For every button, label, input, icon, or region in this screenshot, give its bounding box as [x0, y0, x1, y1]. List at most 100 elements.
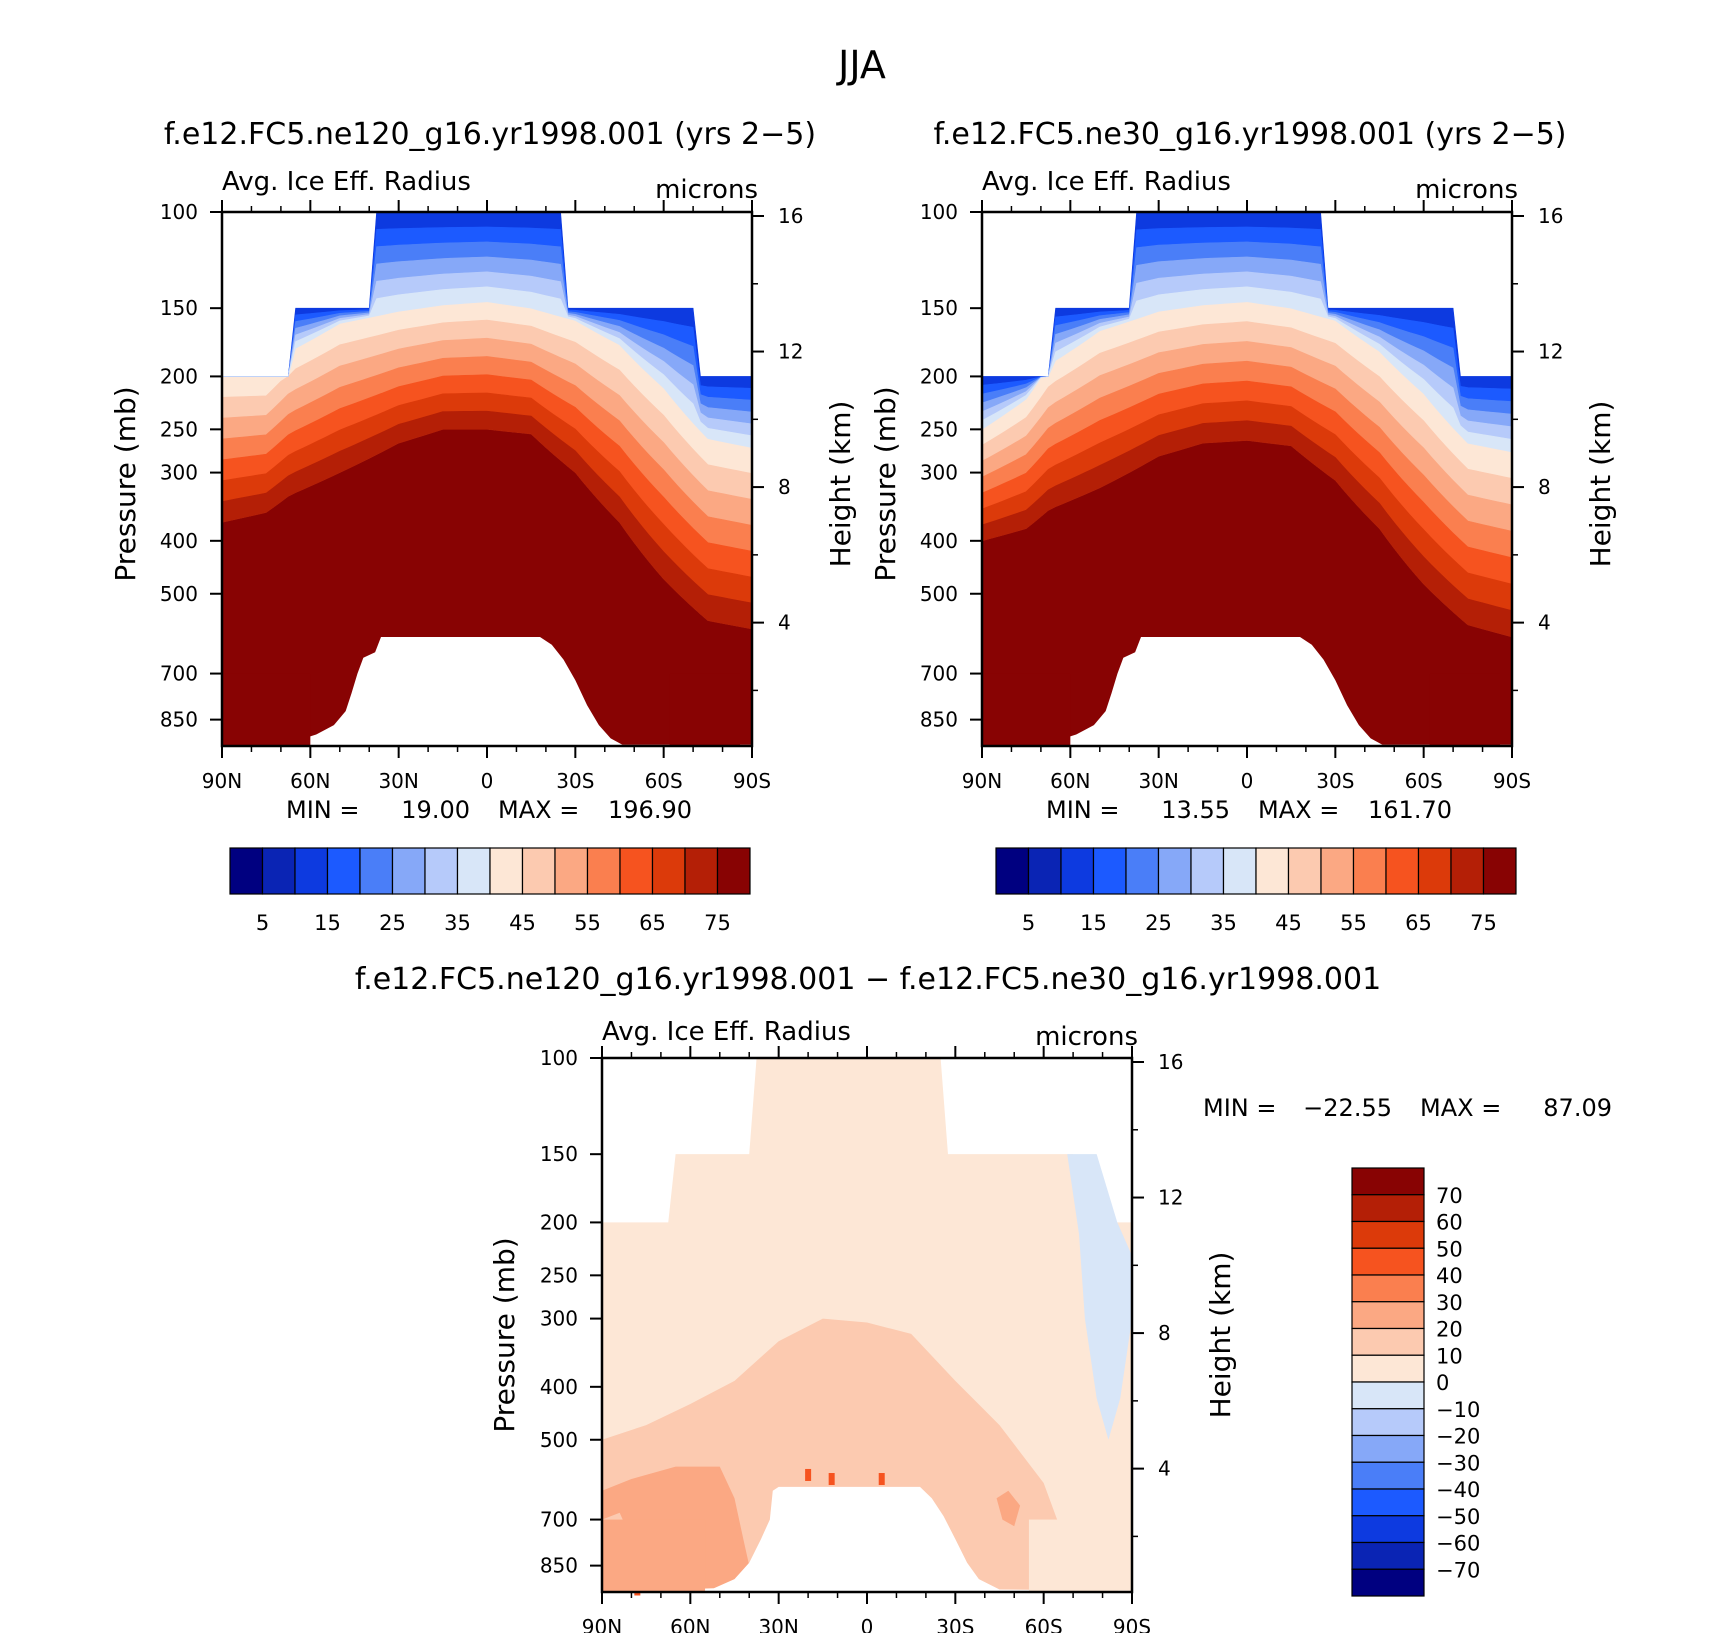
panel-diff-ylabel: Pressure (mb) [488, 1237, 521, 1432]
y-tick-label: 700 [920, 662, 958, 686]
page-title: JJA [836, 43, 886, 87]
x-tick-label: 30N [1138, 769, 1178, 793]
colorbar-box [1351, 1327, 1425, 1356]
colorbar-label: 75 [704, 911, 731, 935]
x-tick-label: 30S [1316, 769, 1354, 793]
y-tick-label: 100 [160, 200, 198, 224]
x-tick-label: 30N [758, 1615, 798, 1633]
y-tick-label: 200 [160, 364, 198, 388]
panel-diff-variable: Avg. Ice Eff. Radius [602, 1017, 851, 1047]
panel-left-min-label: MIN = [286, 796, 359, 824]
colorbar-label: 15 [314, 911, 341, 935]
panel-right-colorbar: 5 15 25 35 45 55 65 75 [995, 847, 1517, 935]
panel-left-min-value: 19.00 [401, 796, 470, 824]
colorbar-label: 40 [1436, 1264, 1463, 1288]
colorbar-box [1027, 847, 1062, 895]
contour-band-max [222, 673, 311, 746]
colorbar-box [359, 847, 394, 895]
y-tick-label: 250 [920, 417, 958, 441]
colorbar-label: −30 [1436, 1451, 1480, 1475]
colorbar-box [1482, 847, 1517, 895]
colorbar-box [1351, 1167, 1425, 1196]
y2-tick-label: 12 [1538, 340, 1563, 364]
colorbar-box [424, 847, 459, 895]
y-tick-label: 700 [540, 1508, 578, 1532]
x-tick-label: 60N [670, 1615, 710, 1633]
panel-left-max-label: MAX = [498, 796, 579, 824]
colorbar-label: 20 [1436, 1318, 1463, 1342]
panel-right-max-value: 161.70 [1368, 796, 1452, 824]
colorbar-box [261, 847, 296, 895]
y-tick-label: 500 [920, 582, 958, 606]
panel-left-colorbar: 5 15 25 35 45 55 65 75 [229, 847, 751, 935]
colorbar-box [554, 847, 589, 895]
contour-band-max [982, 440, 1512, 746]
contour-band-max [222, 429, 752, 746]
colorbar-label: 10 [1436, 1344, 1463, 1368]
contour-band-20-30 [996, 1490, 1021, 1527]
contour-band-max [669, 673, 740, 746]
x-tick-label: 60N [1050, 769, 1090, 793]
colorbar-box [1351, 1434, 1425, 1463]
y-tick-label: 850 [540, 1554, 578, 1578]
x-tick-label: 90S [733, 769, 771, 793]
y-tick-label: 850 [920, 708, 958, 732]
colorbar-box [1320, 847, 1355, 895]
colorbar-label: 70 [1436, 1184, 1463, 1208]
colorbar-box [1351, 1301, 1425, 1330]
x-tick-label: 30N [378, 769, 418, 793]
y2-tick-label: 8 [1538, 475, 1551, 499]
colorbar-label: 60 [1436, 1211, 1463, 1235]
panel-diff-min-value: −22.55 [1303, 1094, 1392, 1122]
y-tick-label: 400 [160, 529, 198, 553]
panel-left: f.e12.FC5.ne120_g16.yr1998.001 (yrs 2−5)… [109, 117, 857, 935]
x-tick-label: 90S [1493, 769, 1531, 793]
panel-left-title: f.e12.FC5.ne120_g16.yr1998.001 (yrs 2−5) [164, 117, 816, 152]
y-tick-label: 500 [160, 582, 198, 606]
panel-diff-min-label: MIN = [1203, 1094, 1276, 1122]
colorbar-box [1351, 1541, 1425, 1570]
colorbar-label: 15 [1080, 911, 1107, 935]
x-tick-label: 60N [290, 769, 330, 793]
orography-mask [222, 637, 752, 746]
colorbar-label: −70 [1436, 1558, 1480, 1582]
colorbar-label: 55 [1340, 911, 1367, 935]
colorbar-box [1092, 847, 1127, 895]
contour-band-20-30 [602, 1519, 706, 1592]
colorbar-box [1351, 1194, 1425, 1223]
colorbar-label: −20 [1436, 1425, 1480, 1449]
colorbar-box [1351, 1381, 1425, 1410]
colorbar-box [391, 847, 426, 895]
panel-left-y2label: Height (km) [824, 401, 857, 568]
colorbar-label: 55 [574, 911, 601, 935]
panel-left-ylabel: Pressure (mb) [109, 386, 142, 581]
y2-tick-label: 16 [778, 204, 803, 228]
colorbar-box [1351, 1274, 1425, 1303]
colorbar-label: 65 [639, 911, 666, 935]
colorbar-box [1157, 847, 1192, 895]
y-tick-label: 300 [160, 461, 198, 485]
y-tick-label: 200 [920, 364, 958, 388]
colorbar-label: 45 [509, 911, 536, 935]
colorbar-box [1190, 847, 1225, 895]
y-tick-label: 500 [540, 1428, 578, 1452]
x-tick-label: 90S [1113, 1615, 1151, 1633]
panel-diff-units: microns [1035, 1022, 1138, 1052]
colorbar-label: −50 [1436, 1505, 1480, 1529]
contour-band-max [982, 673, 1071, 746]
colorbar-box [521, 847, 556, 895]
y-tick-label: 300 [540, 1307, 578, 1331]
y2-tick-label: 16 [1538, 204, 1563, 228]
colorbar-label: 5 [256, 911, 269, 935]
orography-mask [982, 637, 1512, 746]
colorbar-label: 0 [1436, 1371, 1449, 1395]
y-tick-label: 250 [540, 1263, 578, 1287]
x-tick-label: 90N [202, 769, 242, 793]
colorbar-box [1287, 847, 1322, 895]
colorbar-box [229, 847, 264, 895]
x-tick-label: 60S [1405, 769, 1443, 793]
colorbar-box [1352, 847, 1387, 895]
contour-spot [828, 1473, 835, 1486]
